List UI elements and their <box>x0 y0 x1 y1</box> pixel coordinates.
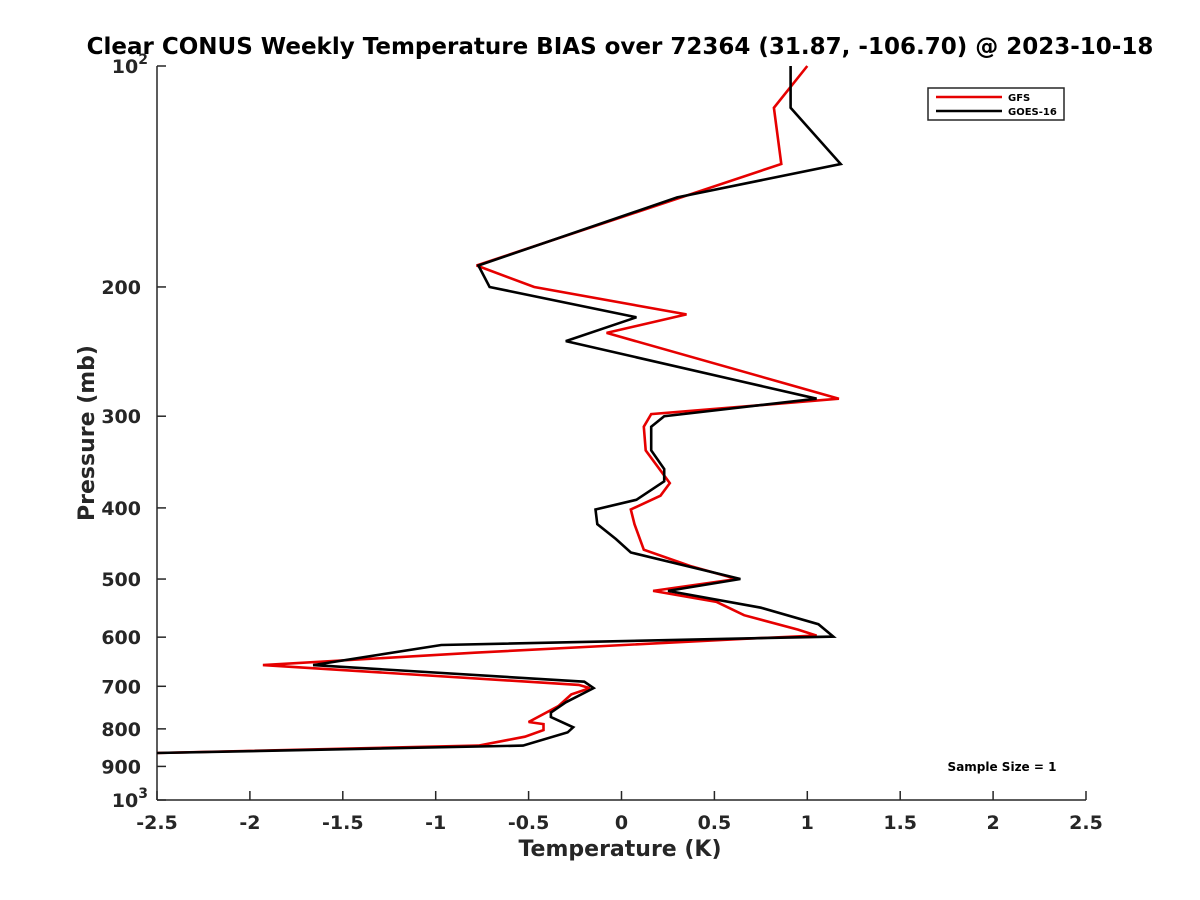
legend-label: GFS <box>1008 93 1030 104</box>
y-tick-label: 103 <box>112 786 148 812</box>
y-tick-label: 300 <box>101 406 141 428</box>
series-layer <box>156 65 844 755</box>
y-tick-label: 800 <box>101 719 141 741</box>
chart-title: Clear CONUS Weekly Temperature BIAS over… <box>87 34 1154 60</box>
series-line-gfs <box>156 65 840 755</box>
x-tick-label: 0 <box>615 812 628 834</box>
sample-size-annotation: Sample Size = 1 <box>948 760 1057 774</box>
x-tick-label: -2.5 <box>136 812 178 834</box>
y-tick-label-exponent: 2 <box>138 52 148 68</box>
x-tick-label: 2.5 <box>1069 812 1103 834</box>
legend-box <box>927 87 1065 121</box>
x-tick-label: 2 <box>986 812 999 834</box>
plot-axes: -2.5 -2 -1.5 -1 -0.5 0 0.5 1 1.5 2 2.5102200300400… <box>101 52 1103 834</box>
y-tick-label: 200 <box>101 277 141 299</box>
legend-label: GOES-16 <box>1008 107 1057 118</box>
y-tick-label: 600 <box>101 627 141 649</box>
y-tick-label: 400 <box>101 498 141 520</box>
y-tick-label: 102 <box>112 52 148 78</box>
series-line-goes-16 <box>156 66 844 755</box>
x-axis-title: Temperature (K) <box>518 837 721 862</box>
y-tick-label-base: 10 <box>112 790 138 812</box>
x-tick-label: 0.5 <box>698 812 732 834</box>
y-tick-label: 500 <box>101 569 141 591</box>
x-tick-label: -2 <box>239 812 260 834</box>
y-tick-label: 900 <box>101 756 141 778</box>
x-tick-label: -1.5 <box>322 812 364 834</box>
y-tick-label-base: 10 <box>112 56 138 78</box>
x-tick-label: 1 <box>801 812 814 834</box>
x-tick-label: -0.5 <box>508 812 550 834</box>
x-tick-label: -1 <box>425 812 446 834</box>
legend: GFS GOES-16 <box>927 87 1065 121</box>
y-tick-label: 700 <box>101 676 141 698</box>
y-tick-label-exponent: 3 <box>138 786 148 802</box>
y-axis-title: Pressure (mb) <box>75 345 100 521</box>
x-tick-label: 1.5 <box>883 812 917 834</box>
